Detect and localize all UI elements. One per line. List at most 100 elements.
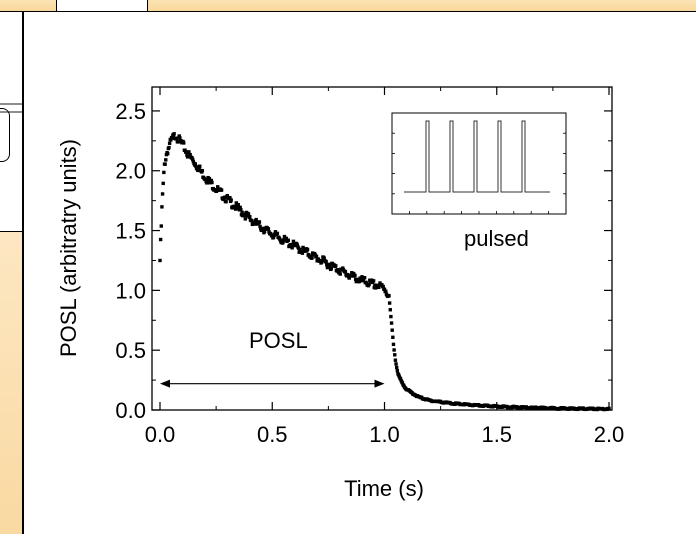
data-point bbox=[343, 269, 348, 274]
data-point bbox=[166, 151, 170, 156]
data-point bbox=[341, 266, 345, 270]
data-point bbox=[353, 273, 357, 278]
data-point bbox=[391, 342, 396, 347]
data-point bbox=[184, 150, 188, 154]
inset-label: pulsed bbox=[464, 226, 529, 251]
data-point bbox=[291, 239, 296, 244]
y-axis-title: POSL (arbitratry units) bbox=[56, 139, 81, 357]
x-tick-label: 0.5 bbox=[257, 422, 288, 447]
data-point bbox=[174, 136, 179, 141]
data-point bbox=[393, 353, 397, 357]
data-point bbox=[314, 254, 319, 258]
data-point bbox=[172, 132, 176, 136]
data-point bbox=[293, 243, 298, 248]
x-tick-label: 1.0 bbox=[369, 422, 400, 447]
data-point bbox=[377, 285, 381, 290]
data-point bbox=[284, 236, 289, 241]
data-point bbox=[250, 222, 255, 227]
inset bbox=[391, 112, 567, 215]
data-point bbox=[335, 268, 340, 272]
plot-frame bbox=[151, 86, 613, 411]
data-point bbox=[160, 205, 164, 209]
data-point bbox=[305, 247, 310, 252]
data-point bbox=[233, 204, 237, 209]
data-point bbox=[209, 178, 214, 183]
data-point bbox=[240, 210, 244, 214]
data-point bbox=[170, 136, 174, 140]
data-point bbox=[400, 381, 405, 385]
data-point bbox=[177, 134, 181, 138]
data-point bbox=[394, 365, 399, 370]
data-point bbox=[390, 328, 394, 332]
data-point bbox=[196, 168, 200, 173]
data-point bbox=[164, 158, 168, 162]
x-axis-title: Time (s) bbox=[344, 476, 424, 501]
data-point bbox=[389, 314, 393, 319]
data-point bbox=[258, 224, 262, 229]
data-point bbox=[248, 215, 252, 219]
data-point bbox=[158, 237, 163, 242]
data-point bbox=[360, 275, 364, 279]
y-tick-label: 1.5 bbox=[115, 219, 146, 244]
data-point bbox=[205, 181, 210, 185]
y-tick-label: 2.5 bbox=[115, 99, 146, 124]
data-point bbox=[198, 164, 202, 168]
background-panel-left-bottom bbox=[0, 232, 24, 534]
data-point bbox=[229, 198, 233, 202]
data-point bbox=[353, 277, 358, 281]
data-point bbox=[325, 265, 330, 270]
data-point bbox=[160, 192, 165, 196]
data-point bbox=[382, 287, 387, 292]
data-point bbox=[197, 166, 201, 171]
data-point bbox=[295, 243, 299, 247]
data-point bbox=[191, 159, 196, 164]
x-tick-label: 1.5 bbox=[481, 422, 512, 447]
data-point bbox=[347, 276, 351, 280]
data-point bbox=[260, 226, 265, 231]
data-point bbox=[300, 251, 305, 255]
data-point bbox=[239, 207, 243, 212]
data-point bbox=[387, 294, 391, 298]
data-point bbox=[384, 289, 388, 293]
data-point bbox=[391, 335, 395, 339]
data-point bbox=[187, 150, 191, 154]
data-point bbox=[176, 140, 181, 144]
data-point bbox=[393, 358, 398, 362]
data-point bbox=[245, 214, 249, 218]
data-points bbox=[158, 132, 611, 412]
data-point bbox=[167, 145, 171, 150]
data-point bbox=[262, 229, 267, 233]
data-point bbox=[207, 176, 212, 181]
data-point bbox=[193, 162, 197, 166]
data-point bbox=[223, 195, 227, 199]
data-point bbox=[389, 321, 394, 325]
background-divider-left bbox=[0, 231, 24, 232]
data-point bbox=[270, 233, 274, 238]
background-panel-top bbox=[0, 0, 696, 12]
data-point bbox=[362, 276, 367, 280]
data-point bbox=[394, 362, 398, 366]
data-point bbox=[266, 227, 271, 231]
inset-ticks bbox=[391, 112, 567, 215]
y-tick-labels: 0.0 0.5 1.0 1.5 2.0 2.5 bbox=[115, 99, 146, 423]
y-tick-label: 1.0 bbox=[115, 278, 146, 303]
data-point bbox=[222, 197, 226, 202]
data-point bbox=[210, 180, 214, 185]
data-point bbox=[282, 234, 287, 239]
data-point bbox=[329, 267, 333, 271]
data-point bbox=[161, 181, 165, 186]
data-point bbox=[273, 230, 278, 234]
data-point bbox=[398, 377, 403, 381]
background-divider-vertical bbox=[22, 12, 24, 534]
data-point bbox=[243, 217, 248, 221]
data-point bbox=[254, 217, 258, 222]
data-point bbox=[388, 308, 392, 312]
data-point bbox=[607, 406, 611, 411]
data-point bbox=[158, 258, 162, 263]
data-point bbox=[224, 200, 228, 204]
background-bar-left bbox=[0, 103, 24, 105]
data-point bbox=[324, 259, 328, 264]
data-point bbox=[163, 162, 167, 166]
data-point bbox=[316, 257, 321, 261]
y-tick-label: 0.0 bbox=[115, 398, 146, 423]
